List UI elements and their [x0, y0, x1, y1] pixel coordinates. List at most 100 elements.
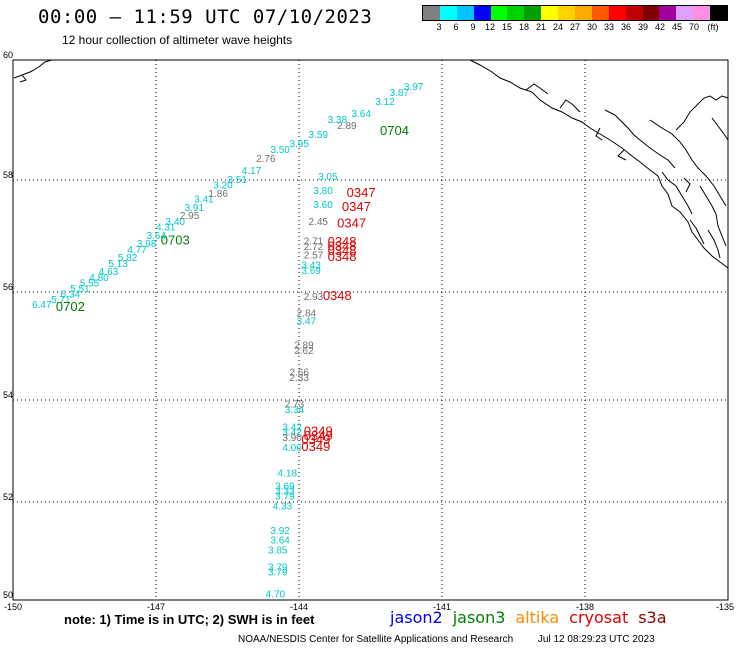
swh-reading: 3.91 — [185, 203, 205, 214]
credit-text: NOAA/NESDIS Center for Satellite Applica… — [238, 634, 514, 645]
swh-reading: 3.33 — [275, 486, 295, 497]
colorbar-swatch — [524, 6, 542, 20]
colorbar-swatch — [456, 6, 474, 20]
colorbar-label: 6 — [453, 22, 459, 32]
swh-reading: 2.76 — [256, 154, 276, 165]
swh-reading: 2.33 — [289, 373, 309, 384]
colorbar-swatch — [659, 6, 677, 20]
swh-reading: 2.66 — [289, 368, 309, 379]
colorbar-swatch — [591, 6, 609, 20]
longitude-tick-label: -144 — [290, 602, 308, 612]
longitude-tick-label: -141 — [433, 602, 451, 612]
colorbar-labels: 3 6 9 12 15 18 21 24 27 30 33 36 39 42 45 70 (ft) — [422, 22, 740, 34]
mission-s3a: s3a — [638, 608, 667, 627]
colorbar-swatch — [490, 6, 508, 20]
colorbar-label: (ft) — [707, 22, 719, 32]
mission-cryosat: cryosat — [569, 608, 629, 627]
colorbar-swatch — [608, 6, 626, 20]
mission-jason2: jason2 — [390, 608, 443, 627]
graticule — [13, 60, 728, 600]
swh-reading: 2.84 — [297, 308, 317, 319]
latitude-tick-label: 52 — [3, 492, 13, 502]
colorbar-label: 3 — [436, 22, 442, 32]
swh-reading: 2.89 — [337, 121, 357, 132]
swh-reading: 5.71 — [51, 295, 71, 306]
colorbar-swatch — [625, 6, 643, 20]
colorbar-label: 9 — [470, 22, 476, 32]
swh-reading: 2.93 — [304, 292, 324, 303]
swh-reading: 6.47 — [32, 300, 52, 311]
pass-time-label: 0349 — [301, 439, 330, 454]
colorbar-swatch — [575, 6, 592, 20]
swh-reading: 3.47 — [297, 316, 317, 327]
swh-reading: 4.77 — [127, 245, 147, 256]
longitude-tick-label: -138 — [576, 602, 594, 612]
swh-reading: 2.72 — [304, 242, 324, 253]
map-frame — [12, 59, 729, 601]
map-subtitle: 12 hour collection of altimeter wave hei… — [62, 33, 293, 47]
swh-reading: 3.64 — [146, 231, 166, 242]
swh-reading: 2.71 — [304, 236, 324, 247]
colorbar-swatch — [423, 6, 440, 20]
longitude-tick-label: -135 — [716, 602, 734, 612]
latitude-tick-label: 54 — [3, 390, 13, 400]
swh-reading: 4.70 — [266, 590, 286, 601]
swh-reading: 6.34 — [61, 289, 81, 300]
latitude-tick-label: 50 — [3, 590, 13, 600]
colorbar-label: 30 — [586, 22, 598, 32]
colorbar-swatch — [693, 6, 711, 20]
colorbar-swatch — [642, 6, 660, 20]
colorbar-label: 24 — [552, 22, 564, 32]
swh-reading: 1.86 — [208, 189, 228, 200]
pass-time-label: 0348 — [328, 249, 357, 264]
map-title: 00:00 – 11:59 UTC 07/10/2023 — [38, 6, 373, 28]
colorbar-label: 36 — [620, 22, 632, 32]
swh-readings: 6.47 5.716.345.515.554.804.635.135.824.77… — [32, 82, 424, 601]
swh-reading: 3.87 — [390, 88, 410, 99]
swh-reading: 3.40 — [166, 217, 186, 228]
swh-reading: 3.79 — [268, 568, 288, 579]
swh-reading: 4.18 — [278, 469, 298, 480]
swh-reading: 4.06 — [282, 443, 302, 454]
generated-timestamp: Jul 12 08:29:23 UTC 2023 — [537, 634, 655, 645]
longitude-labels: -150 -147 -144 -141 -138 -135 — [4, 602, 734, 612]
colorbar-swatch — [558, 6, 576, 20]
colorbar-label: 70 — [688, 22, 700, 32]
swh-reading: 3.97 — [404, 82, 424, 93]
swh-reading: 3.79 — [268, 563, 288, 574]
swh-reading: 4.63 — [99, 267, 119, 278]
swh-reading: 2.45 — [309, 217, 329, 228]
swh-reading: 2.73 — [285, 400, 305, 411]
swh-reading: 5.51 — [70, 284, 90, 295]
pass-time-label: 0347 — [337, 216, 366, 231]
latitude-labels: 60 58 56 54 52 50 — [3, 50, 13, 600]
latitude-tick-label: 58 — [3, 170, 13, 180]
swh-reading: 4.17 — [242, 166, 262, 177]
swh-reading: 3.59 — [309, 130, 329, 141]
pass-time-label: 0348 — [323, 288, 352, 303]
pass-time-label: 0702 — [56, 299, 85, 314]
pass-time-label: 0704 — [380, 123, 409, 138]
pass-time-label: 0348 — [328, 234, 357, 249]
colorbar-swatch — [507, 6, 525, 20]
swh-reading: 2.95 — [180, 211, 200, 222]
colorbar-swatch — [541, 6, 559, 20]
swh-reading: 3.12 — [375, 97, 395, 108]
units-note: note: 1) Time is in UTC; 2) SWH is in fe… — [64, 612, 315, 627]
pass-time-label: 0348 — [328, 239, 357, 254]
swh-reading: 3.85 — [268, 545, 288, 556]
swh-reading: 3.80 — [313, 186, 333, 197]
colorbar-label: 45 — [671, 22, 683, 32]
swh-reading: 3.64 — [351, 109, 371, 120]
latitude-tick-label: 56 — [3, 282, 13, 292]
swh-reading: 5.82 — [118, 253, 138, 264]
colorbar-label: 39 — [637, 22, 649, 32]
swh-reading: 5.13 — [108, 259, 128, 270]
swh-reading: 3.50 — [270, 145, 290, 156]
colorbar-swatch — [710, 6, 728, 20]
swh-reading: 4.33 — [273, 501, 293, 512]
pass-time-label: 0703 — [161, 232, 190, 247]
pass-time-label: 0349 — [304, 424, 333, 439]
colorbar-swatch — [439, 6, 457, 20]
colorbar-swatch — [473, 6, 491, 20]
